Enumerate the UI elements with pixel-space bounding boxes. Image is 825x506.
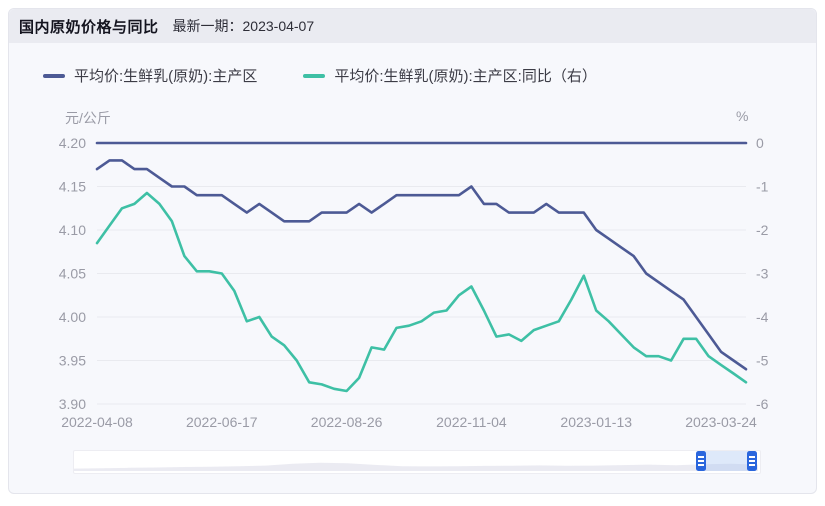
legend-label: 平均价:生鲜乳(原奶):主产区:同比（右） (334, 68, 597, 85)
datazoom-slider-track[interactable] (73, 450, 761, 474)
legend-item-series-1[interactable]: 平均价:生鲜乳(原奶):主产区 (43, 65, 257, 86)
latest-period-label: 最新一期：2023-04-07 (172, 18, 315, 34)
preview-silhouette (74, 462, 758, 471)
datazoom-preview-area (74, 462, 758, 471)
legend-item-series-2[interactable]: 平均价:生鲜乳(原奶):主产区:同比（右） (303, 65, 597, 86)
grip-lines-icon (749, 460, 755, 462)
datazoom-right-handle[interactable] (747, 451, 757, 471)
chart-card: 国内原奶价格与同比 最新一期：2023-04-07 平均价:生鲜乳(原奶):主产… (8, 8, 817, 494)
legend-line-marker (303, 73, 326, 78)
legend-label: 平均价:生鲜乳(原奶):主产区 (74, 68, 258, 85)
legend-line-marker (43, 73, 65, 78)
card-header: 国内原奶价格与同比 最新一期：2023-04-07 (9, 9, 816, 43)
chart-legend: 平均价:生鲜乳(原奶):主产区 平均价:生鲜乳(原奶):主产区:同比（右） (43, 65, 597, 86)
datazoom-selected-window[interactable] (701, 451, 752, 471)
left-axis-unit-label: 元/公斤 (65, 110, 111, 126)
right-axis-unit-label: % (736, 108, 749, 124)
grip-lines-icon (698, 460, 704, 462)
datazoom-left-handle[interactable] (696, 451, 706, 471)
card-title: 国内原奶价格与同比 (19, 18, 159, 36)
